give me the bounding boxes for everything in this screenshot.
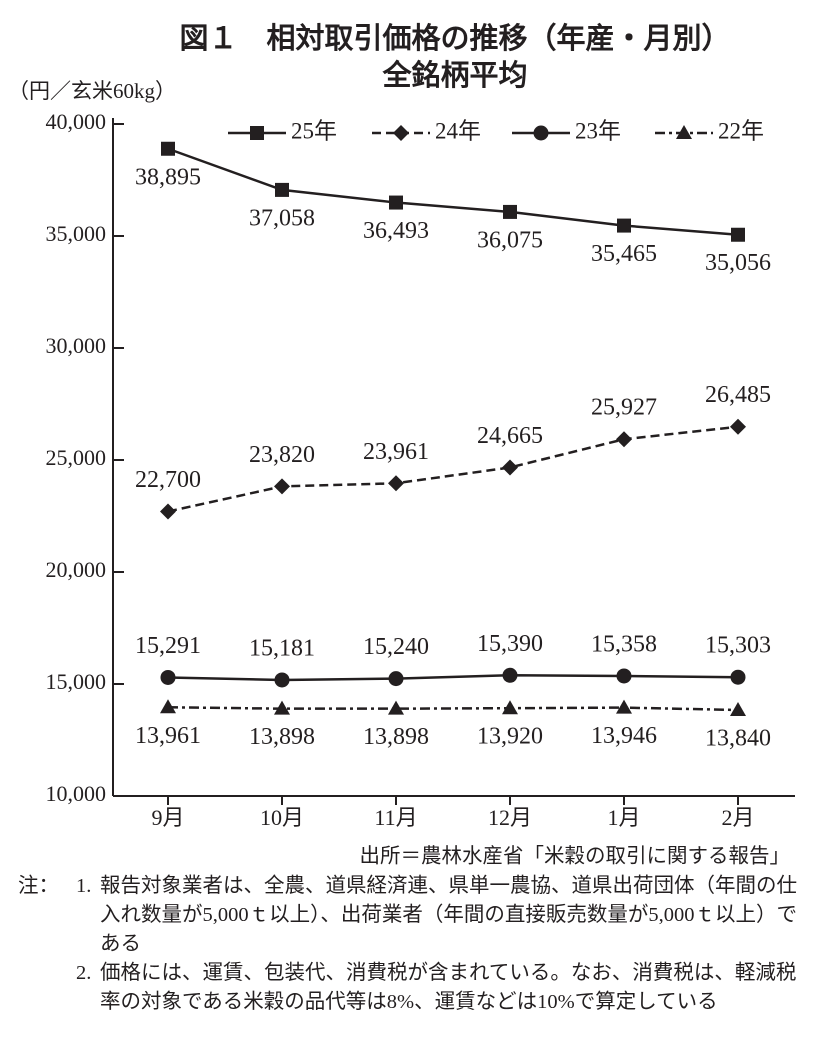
data-point bbox=[161, 141, 175, 156]
data-label: 24,665 bbox=[477, 423, 543, 449]
series-line bbox=[167, 674, 739, 682]
data-point bbox=[616, 699, 632, 714]
note: 注： 1. 報告対象業者は、全農、道県経済連、県単一農協、道県出荷団体（年間の仕入れ… bbox=[0, 872, 800, 959]
series-line bbox=[167, 706, 739, 712]
data-label: 13,946 bbox=[591, 723, 657, 749]
source: 出所＝農林水産省「米穀の取引に関する報告」 bbox=[360, 845, 791, 868]
data-point bbox=[388, 671, 404, 687]
data-point bbox=[388, 475, 404, 492]
data-point bbox=[503, 204, 517, 219]
x-tick-label: 10月 bbox=[260, 805, 304, 830]
y-tick-label: 10,000 bbox=[46, 781, 107, 806]
data-label: 36,075 bbox=[477, 227, 543, 253]
legend-label: 22年 bbox=[718, 118, 764, 143]
data-label: 26,485 bbox=[705, 382, 771, 408]
data-label: 15,390 bbox=[477, 631, 543, 657]
data-point bbox=[388, 700, 404, 715]
data-label: 35,465 bbox=[591, 241, 657, 267]
data-point bbox=[389, 195, 403, 210]
y-tick-label: 15,000 bbox=[46, 669, 107, 694]
data-label: 37,058 bbox=[249, 205, 315, 231]
data-label: 35,056 bbox=[705, 250, 771, 276]
legend-label: 25年 bbox=[291, 118, 337, 143]
legend-marker bbox=[676, 125, 692, 139]
note-number: 1. bbox=[76, 875, 92, 897]
x-tick-label: 1月 bbox=[607, 805, 640, 830]
data-point bbox=[274, 672, 290, 688]
data-point bbox=[731, 227, 745, 242]
data-label: 25,927 bbox=[591, 395, 657, 421]
data-point bbox=[502, 667, 518, 683]
data-point bbox=[616, 668, 632, 684]
data-point bbox=[502, 459, 518, 476]
x-tick-label: 12月 bbox=[488, 805, 532, 830]
y-tick-label: 30,000 bbox=[46, 333, 107, 358]
chart: 図１ 相対取引価格の推移（年産・月別） 全銘柄平均 （円／玄米60kg） 出所＝… bbox=[8, 21, 795, 868]
note-text: 価格には、運賃、包装代、消費税が含まれている。なお、消費税は、軽減税率の対象であ… bbox=[100, 962, 797, 1013]
note-text: 報告対象業者は、全農、道県経済連、県単一農協、道県出荷団体（年間の仕入れ数量が5… bbox=[100, 875, 797, 955]
x-tick-label: 2月 bbox=[721, 805, 754, 830]
data-point bbox=[730, 701, 746, 716]
x-tick-label: 11月 bbox=[374, 805, 417, 830]
legend-label: 23年 bbox=[575, 118, 621, 143]
data-label: 15,303 bbox=[705, 633, 771, 659]
data-label: 38,895 bbox=[135, 164, 201, 190]
legend-marker bbox=[393, 125, 409, 141]
y-tick-label: 35,000 bbox=[46, 221, 107, 246]
data-label: 13,840 bbox=[705, 725, 771, 751]
notes: 注： 1. 報告対象業者は、全農、道県経済連、県単一農協、道県出荷団体（年間の仕入れ… bbox=[0, 872, 800, 1017]
note: 2. 価格には、運賃、包装代、消費税が含まれている。なお、消費税は、軽減税率の対象… bbox=[0, 959, 800, 1017]
data-label: 15,358 bbox=[591, 631, 657, 657]
data-point bbox=[617, 218, 631, 233]
x-tick-label: 9月 bbox=[151, 805, 184, 830]
data-label: 13,898 bbox=[363, 724, 429, 750]
data-label: 13,920 bbox=[477, 724, 543, 750]
data-label: 15,240 bbox=[363, 634, 429, 660]
legend-marker bbox=[250, 126, 264, 140]
y-tick-label: 25,000 bbox=[46, 445, 107, 470]
data-label: 22,700 bbox=[135, 467, 201, 493]
y-axis-label: （円／玄米60kg） bbox=[8, 79, 176, 103]
data-point bbox=[274, 478, 290, 495]
data-point bbox=[160, 669, 176, 685]
chart-title: 図１ 相対取引価格の推移（年産・月別） bbox=[179, 21, 730, 55]
data-point bbox=[275, 182, 289, 197]
y-tick-label: 40,000 bbox=[46, 109, 107, 134]
data-point bbox=[616, 431, 632, 448]
notes-label: 注： bbox=[18, 875, 59, 897]
data-point bbox=[730, 418, 746, 435]
data-point bbox=[502, 700, 518, 715]
data-label: 13,961 bbox=[135, 723, 201, 749]
data-label: 15,181 bbox=[249, 635, 315, 661]
data-label: 13,898 bbox=[249, 724, 315, 750]
y-tick-label: 20,000 bbox=[46, 557, 107, 582]
data-point bbox=[730, 669, 746, 685]
legend-marker bbox=[533, 125, 549, 141]
data-label: 23,820 bbox=[249, 442, 315, 468]
data-label: 36,493 bbox=[363, 218, 429, 244]
legend-label: 24年 bbox=[435, 118, 481, 143]
series-line bbox=[167, 425, 739, 513]
data-point bbox=[274, 700, 290, 715]
data-label: 23,961 bbox=[363, 439, 429, 465]
series-line bbox=[167, 147, 739, 236]
chart-subtitle: 全銘柄平均 bbox=[381, 58, 527, 92]
data-label: 15,291 bbox=[135, 633, 201, 659]
data-point bbox=[160, 503, 176, 520]
data-point bbox=[160, 699, 176, 714]
note-number: 2. bbox=[76, 962, 92, 984]
